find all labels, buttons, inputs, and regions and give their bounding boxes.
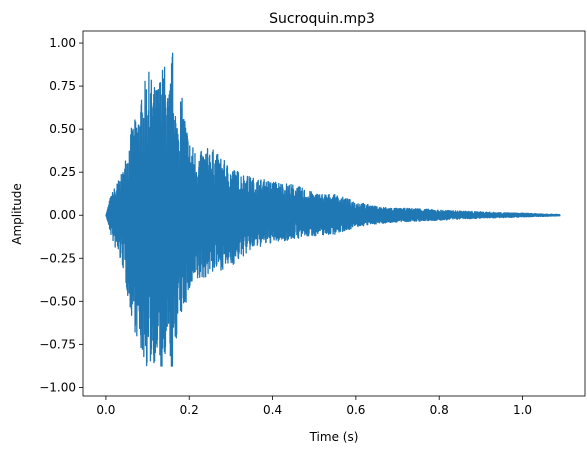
x-tick-label: 0.2 [180, 403, 199, 417]
x-tick-label: 0.0 [96, 403, 115, 417]
x-tick-label: 1.0 [513, 403, 532, 417]
x-tick-label: 0.8 [430, 403, 449, 417]
chart-title: Sucroquin.mp3 [269, 11, 375, 27]
plot-frame [82, 30, 586, 397]
plot-area [105, 52, 561, 367]
y-tick-label: −0.75 [39, 337, 76, 351]
x-axis-label: Time (s) [309, 430, 359, 444]
y-axis: −1.00 −0.75 −0.50 −0.25 0.00 0.25 0.50 0.75 1.00 [39, 36, 83, 394]
x-axis: 0.0 0.2 0.4 0.6 0.8 1.0 [96, 396, 532, 417]
x-tick-label: 0.4 [263, 403, 282, 417]
y-axis-label: Amplitude [10, 183, 24, 245]
y-tick-label: −0.25 [39, 251, 76, 265]
y-tick-label: 0.25 [49, 165, 76, 179]
y-tick-label: 0.75 [49, 79, 76, 93]
y-tick-label: −1.00 [39, 380, 76, 394]
y-tick-label: 1.00 [49, 36, 76, 50]
y-tick-label: 0.00 [49, 208, 76, 222]
y-tick-label: −0.50 [39, 294, 76, 308]
waveform-series-line [105, 52, 561, 367]
x-tick-label: 0.6 [346, 403, 365, 417]
y-tick-label: 0.50 [49, 122, 76, 136]
